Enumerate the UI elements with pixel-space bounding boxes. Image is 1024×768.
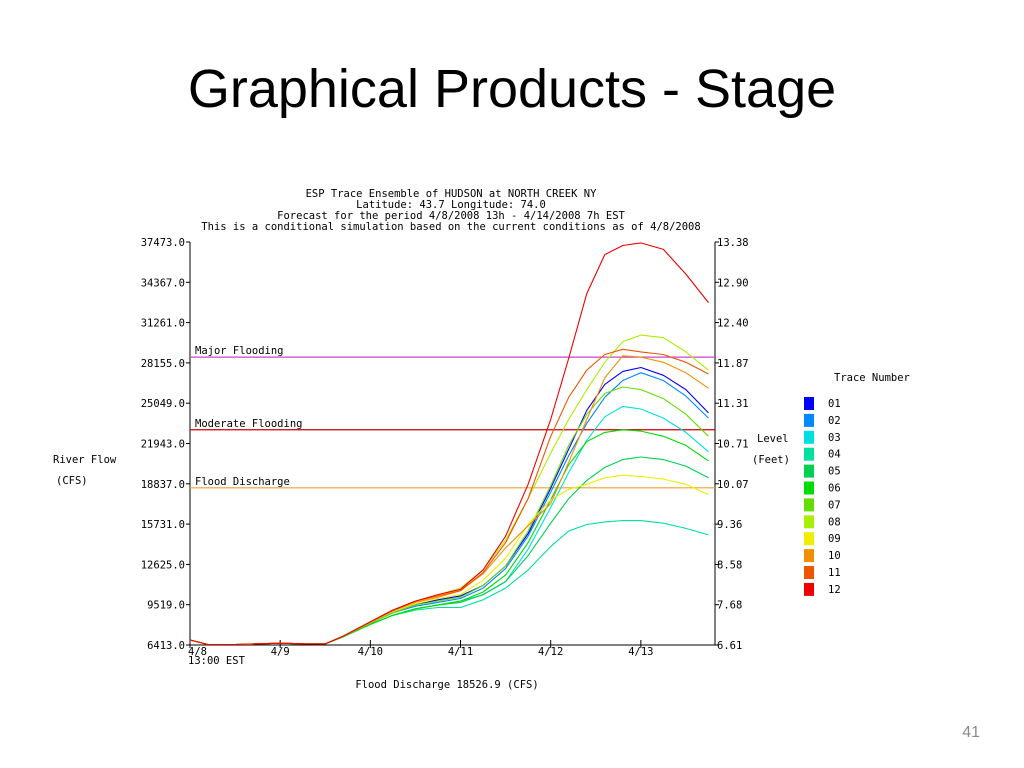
legend-swatch [804,430,814,444]
right-y-tick-label: 11.87 [717,358,749,370]
chart-title: ESP Trace Ensemble of HUDSON at NORTH CR… [201,188,700,233]
right-axis-label-line2: (Feet) [752,454,790,466]
chart-title-line: ESP Trace Ensemble of HUDSON at NORTH CR… [306,188,597,200]
legend-swatch [804,566,814,579]
legend-label: 01 [828,398,841,410]
chart-title-line: Forecast for the period 4/8/2008 13h - 4… [277,210,625,222]
page-number: 41 [962,724,980,741]
slide-title: Graphical Products - Stage [187,59,837,119]
left-y-tick-label: 12625.0 [141,559,185,571]
right-y-tick-label: 6.61 [717,640,742,652]
legend-label: 10 [828,550,841,562]
right-y-tick-label: 12.90 [717,277,749,289]
x-axis-label: Flood Discharge 18526.9 (CFS) [355,679,538,691]
trace-series [189,242,709,646]
x-tick-label: 4/12 [538,646,563,658]
right-y-tick-label: 12.40 [717,318,749,330]
x-origin-label: 13:00 EST [188,655,246,667]
legend-swatch [804,413,814,427]
left-y-tick-label: 6413.0 [147,640,185,652]
chart-title-line: Latitude: 43.7 Longitude: 74.0 [356,199,546,211]
x-axis: 4/8 4/9 4/10 4/11 4/12 4/13 [188,640,654,658]
right-y-tick-label: 10.71 [717,439,749,451]
legend-label: 11 [828,567,841,579]
left-y-tick-label: 31261.0 [141,318,185,330]
left-y-tick-label: 28155.0 [141,358,185,370]
legend-label: 03 [828,432,841,444]
legend-swatch [804,498,814,512]
legend: Trace Number 01 02 03 04 05 06 07 08 09 10 11 12 [804,372,910,596]
legend-swatch [804,532,814,546]
legend-swatch [804,397,814,410]
legend-label: 12 [828,584,841,596]
legend-label: 07 [828,499,841,511]
right-y-tick-label: 10.07 [717,479,749,491]
trace-line-03 [189,405,709,646]
trace-line-12 [189,242,709,646]
legend-label: 09 [828,533,841,545]
left-axis-label-line2: (CFS) [56,475,88,487]
chart-axes [189,242,716,646]
right-y-tick-label: 7.68 [717,600,742,612]
legend-swatch [804,582,814,596]
left-y-tick-label: 21943.0 [141,439,185,451]
legend-swatch [804,464,814,478]
left-y-tick-label: 9519.0 [147,600,185,612]
x-tick-label: 4/8 [188,646,207,658]
left-y-tick-label: 34367.0 [141,277,185,289]
right-axis-label-line1: Level [757,433,789,445]
x-tick-label: 4/9 [271,646,290,658]
right-y-tick-label: 9.36 [717,519,742,531]
left-y-tick-label: 37473.0 [141,237,185,249]
left-axis-label-line1: River Flow [53,454,117,466]
right-y-tick-label: 8.58 [717,559,742,571]
threshold-label: Flood Discharge [195,476,290,488]
legend-swatch [804,447,814,461]
legend-label: 04 [828,449,841,461]
legend-swatch [804,549,814,563]
left-y-tick-label: 15731.0 [141,519,185,531]
legend-label: 06 [828,483,841,495]
trace-line-04 [189,520,709,646]
x-tick-label: 4/10 [358,646,383,658]
threshold-label: Moderate Flooding [195,418,302,430]
legend-label: 08 [828,516,841,528]
right-y-axis: 13.38 12.90 12.40 11.87 11.31 10.71 10.07 9.36 8… [715,237,749,652]
chart-title-line: This is a conditional simulation based o… [201,221,700,233]
threshold-lines: Major Flooding Moderate Flooding Flood Dis… [190,345,715,489]
legend-label: 02 [828,415,841,427]
right-y-tick-label: 11.31 [717,398,749,410]
left-y-tick-label: 25049.0 [141,398,185,410]
legend-swatch [804,515,814,529]
trace-line-09 [189,474,709,646]
legend-swatch [804,481,814,495]
left-y-tick-label: 18837.0 [141,479,185,491]
right-y-tick-label: 13.38 [717,237,749,249]
x-tick-label: 4/11 [448,646,473,658]
trace-line-10 [189,355,709,646]
threshold-label: Major Flooding [195,345,284,357]
trace-line-06 [189,429,709,646]
x-tick-label: 4/13 [628,646,653,658]
legend-title: Trace Number [834,372,910,384]
left-y-axis: 37473.0 34367.0 31261.0 28155.0 25049.0 21943… [141,237,190,652]
legend-label: 05 [828,466,841,478]
